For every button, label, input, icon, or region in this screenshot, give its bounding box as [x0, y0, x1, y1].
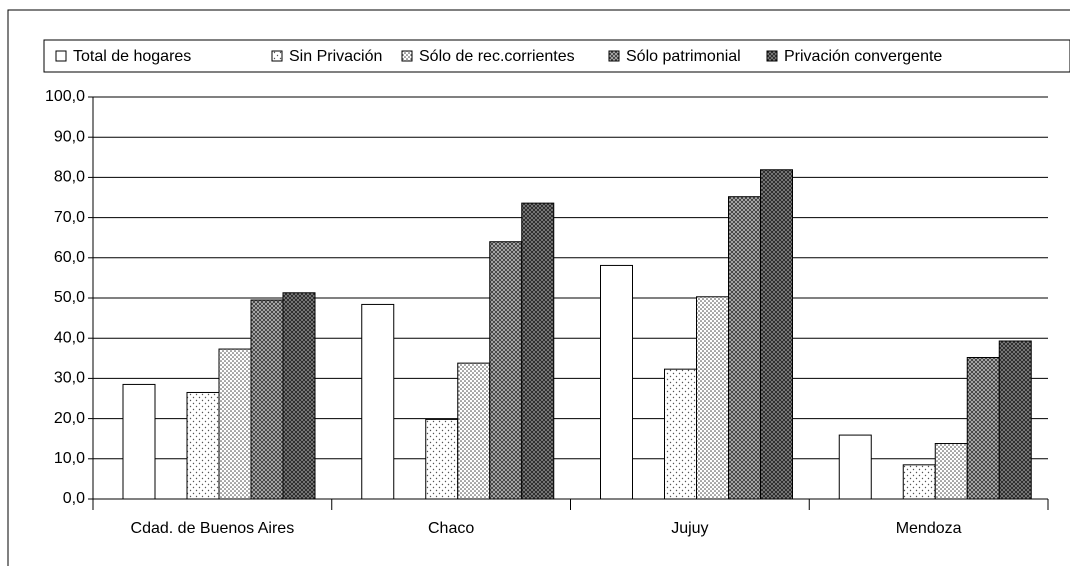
y-tick-label: 20,0: [54, 410, 85, 427]
bar: [521, 202, 555, 500]
y-tick-label: 0,0: [63, 490, 85, 507]
bar: [282, 292, 316, 500]
bar: [934, 443, 968, 500]
chart-frame: [7, 9, 1070, 566]
legend-swatch: [401, 50, 413, 62]
legend-swatch: [766, 50, 778, 62]
y-tick-label: 80,0: [54, 169, 85, 186]
bar: [425, 418, 459, 500]
bar: [838, 434, 872, 500]
bar: [218, 348, 252, 500]
legend-label: Sólo de rec.corrientes: [419, 48, 575, 65]
bar: [600, 264, 633, 500]
x-tick-label: Mendoza: [896, 520, 962, 537]
legend-label: Privación convergente: [784, 48, 942, 65]
legend-swatch: [608, 50, 620, 62]
y-tick-label: 100,0: [45, 88, 85, 105]
y-tick-label: 30,0: [54, 370, 85, 387]
bar: [361, 303, 395, 500]
y-tick-label: 60,0: [54, 249, 85, 266]
bar: [696, 296, 729, 500]
x-tick-label: Cdad. de Buenos Aires: [131, 520, 295, 537]
legend-swatch: [55, 50, 67, 62]
bar: [760, 169, 793, 500]
x-tick-label: Jujuy: [671, 520, 708, 537]
bar: [250, 299, 284, 500]
bar: [728, 196, 761, 500]
legend-box: [43, 39, 1070, 73]
bar: [902, 464, 936, 500]
bar: [186, 391, 220, 500]
legend-swatch: [271, 50, 283, 62]
x-tick-label: Chaco: [428, 520, 474, 537]
bar: [998, 340, 1032, 500]
bar: [664, 368, 697, 500]
bar: [457, 362, 491, 500]
y-tick-label: 40,0: [54, 329, 85, 346]
y-tick-label: 10,0: [54, 450, 85, 467]
legend-label: Sin Privación: [289, 48, 382, 65]
bar: [122, 383, 156, 500]
bar: [489, 241, 523, 500]
legend-label: Total de hogares: [73, 48, 191, 65]
y-tick-label: 90,0: [54, 128, 85, 145]
legend-label: Sólo patrimonial: [626, 48, 741, 65]
y-tick-label: 50,0: [54, 289, 85, 306]
bar: [966, 356, 1000, 500]
y-tick-label: 70,0: [54, 209, 85, 226]
